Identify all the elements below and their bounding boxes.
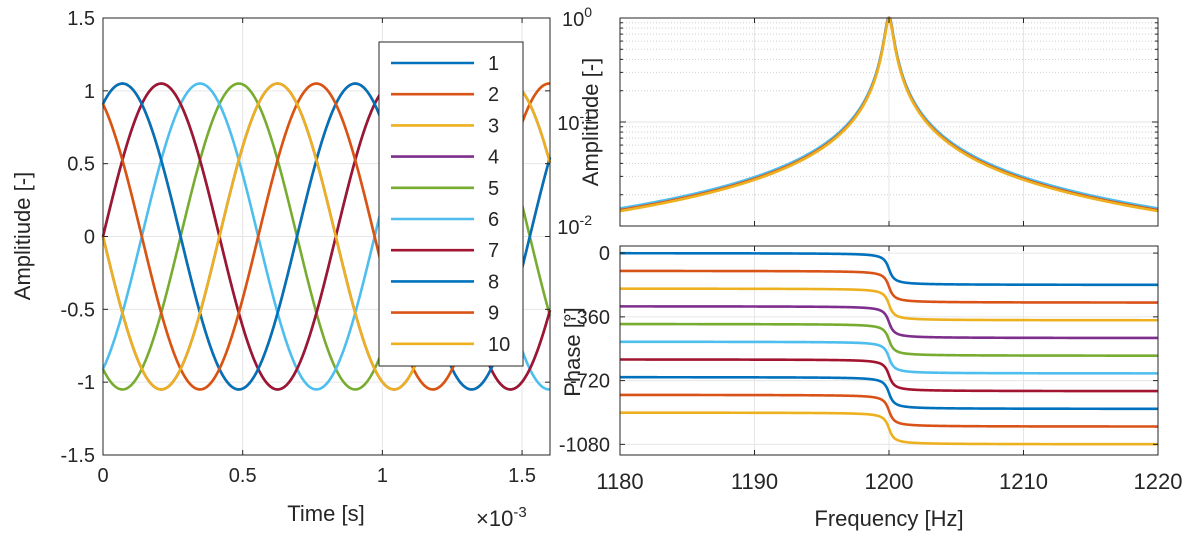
phase-series-line-8: [620, 375, 1159, 411]
legend-label-9: 9: [488, 303, 499, 325]
phase-x-tick-label: 1180: [596, 469, 643, 494]
legend-label-8: 8: [488, 271, 499, 293]
time-y-tick-label: -1: [77, 372, 95, 394]
frequency-x-label: Frequency [Hz]: [814, 506, 963, 531]
phase-y-tick-label: -360: [570, 307, 610, 329]
legend-label-4: 4: [488, 147, 499, 169]
phase-series-line-9: [620, 393, 1158, 428]
phase-x-tick-label: 1210: [999, 469, 1048, 494]
time-x-tick-label: 1.5: [508, 465, 536, 487]
legend-label-10: 10: [488, 334, 510, 356]
time-x-tick-label: 0: [97, 465, 108, 487]
phase-series-line-5: [620, 322, 1158, 357]
legend-box: [378, 41, 524, 367]
phase-y-tick-label: -1080: [559, 434, 610, 456]
amplitude-y-tick-base: 10: [557, 217, 579, 239]
time-x-tick-label: 0.5: [229, 465, 257, 487]
amplitude-y-tick-power: -1: [580, 108, 593, 124]
phase-x-tick-label: 1190: [731, 469, 778, 494]
time-x-exponent: ×10-3: [476, 504, 527, 531]
legend-label-6: 6: [488, 209, 499, 231]
phase-x-tick-label: 1200: [865, 469, 914, 494]
amplitude-y-tick-label: 10-2: [557, 212, 592, 239]
amplitude-y-tick-label: 100: [562, 4, 592, 31]
phase-y-label: Phase [°]: [560, 307, 585, 397]
time-series-line-8: [101, 82, 552, 391]
time-x-label: Time [s]: [287, 501, 364, 526]
phase-plot-series: [620, 251, 1159, 446]
time-y-tick-label: 1.5: [67, 8, 95, 30]
legend-items: 1 2 3 4 5 6 7 8 9 10: [391, 53, 510, 356]
phase-series-line-10: [620, 411, 1158, 446]
amplitude-y-tick-base: 10: [562, 9, 584, 31]
time-y-tick-label: 0.5: [67, 154, 95, 176]
phase-series-line-6: [620, 340, 1158, 375]
legend: 1 2 3 4 5 6 7 8 9 10: [378, 41, 524, 367]
time-y-tick-label: -1.5: [61, 445, 95, 467]
amplitude-y-label: Amplitiude [-]: [578, 58, 603, 186]
phase-plot-ticks: 1180 1190 1200 1210 1220 0 -360 -720 -1080: [559, 243, 1183, 494]
phase-series-line-2: [620, 269, 1158, 304]
amplitude-y-tick-power: -2: [580, 212, 593, 228]
phase-x-tick-label: 1220: [1134, 469, 1183, 494]
time-plot-ticks: 0 0.5 1 1.5 -1.5 -1 -0.5 0 0.5 1 1.5: [61, 8, 550, 487]
phase-series-line-1: [620, 251, 1158, 287]
amplitude-y-tick-base: 10: [557, 113, 579, 135]
legend-label-5: 5: [488, 178, 499, 200]
legend-label-2: 2: [488, 84, 499, 106]
time-x-tick-label: 1: [377, 465, 388, 487]
phase-y-tick-label: -720: [570, 371, 610, 393]
amplitude-y-tick-power: 0: [584, 4, 592, 20]
phase-axes: 1180 1190 1200 1210 1220 0 -360 -720 -1080 Frequ…: [559, 243, 1183, 531]
time-signal-axes: 0 0.5 1 1.5 -1.5 -1 -0.5 0 0.5 1 1.5 Time [s] Ampl…: [10, 8, 552, 531]
phase-y-tick-label: 0: [599, 243, 610, 265]
time-x-exponent-power: -3: [513, 504, 526, 521]
phase-series-line-3: [620, 287, 1158, 322]
legend-label-3: 3: [488, 115, 499, 137]
legend-label-1: 1: [488, 53, 499, 75]
time-y-label: Amplitiude [-]: [10, 172, 35, 300]
legend-label-7: 7: [488, 240, 499, 262]
time-x-exponent-base: ×10: [476, 506, 513, 531]
time-y-tick-label: 1: [84, 81, 95, 103]
amplitude-y-tick-label: 10-1: [557, 108, 592, 135]
time-y-tick-label: 0: [84, 227, 95, 249]
phase-series-line-7: [620, 358, 1158, 393]
phase-series-line-4: [620, 305, 1158, 340]
time-y-tick-label: -0.5: [61, 299, 95, 321]
